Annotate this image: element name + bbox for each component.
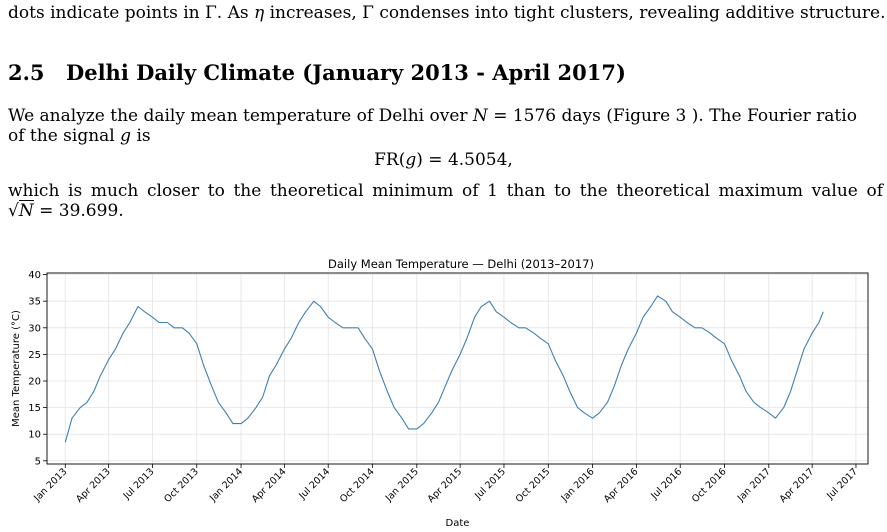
para1-n-eq: = 1576 days (Figure 3 ). The Fourier rat… [487,106,857,126]
y-tick-label: 15 [28,403,41,414]
y-axis: 5 10 15 20 25 30 35 40 [28,270,47,467]
x-tick-label: Jan 2016 [559,466,597,504]
x-tick-label: Apr 2014 [250,466,289,505]
para1-n-var: N [472,106,488,126]
x-tick-label: Jul 2016 [648,466,684,502]
section-number: 2.5 [8,60,45,85]
temperature-series-line [64,295,824,443]
para1-line2: of the signal g is [8,126,883,146]
para1-text-a: We analyze the daily mean temperature of… [8,106,473,126]
intro-text-c: condenses into tight clusters, revealing… [373,3,886,23]
sqrt-expression: √N [8,200,34,221]
x-tick-label: Jul 2014 [297,466,333,502]
para2-row1: which is much closer to the theoretical … [8,181,883,201]
plot-frame [46,272,869,465]
para1-text-b: of the signal [8,126,121,146]
y-tick-label: 25 [28,350,41,361]
paragraph-1: We analyze the daily mean temperature of… [8,106,883,146]
x-tick-label: Apr 2016 [602,466,641,505]
section-title: Delhi Daily Climate (January 2013 - Apri… [66,60,626,85]
y-tick-label: 30 [28,323,41,334]
x-tick-label: Jan 2017 [735,466,773,504]
x-tick-label: Jul 2013 [121,466,157,502]
x-tick-label: Apr 2015 [426,466,465,505]
fourier-ratio-equation: FR(g) = 4.5054, [0,150,887,170]
x-tick-label: Jul 2015 [472,466,508,502]
x-tick-label: Jan 2013 [31,466,69,504]
intro-text-b: increases, [264,3,363,23]
gamma-symbol: Γ [362,3,374,23]
grid-layer [47,273,868,464]
y-axis-label: Mean Temperature (°C) [11,310,22,427]
x-tick-label: Oct 2016 [690,466,729,505]
line-layer [64,295,824,443]
x-tick-label: Oct 2014 [338,466,377,505]
section-heading: 2.5 Delhi Daily Climate (January 2013 - A… [8,60,626,85]
eta-symbol: η [254,3,265,23]
y-tick-label: 35 [28,297,41,308]
y-tick-label: 20 [28,377,41,388]
paragraph-2: which is much closer to the theoretical … [8,181,883,221]
intro-line: dots indicate points in Γ. As η increase… [8,2,886,24]
sqrt-symbol: √ [8,201,19,221]
para1-g-var: g [120,126,132,146]
x-tick-label: Jul 2017 [824,466,860,502]
x-tick-label: Apr 2017 [778,466,817,505]
y-tick-label: 10 [28,430,41,441]
x-tick-label: Oct 2013 [162,466,201,505]
intro-text-a: dots indicate points in Γ. As [8,3,254,23]
eq-rhs: ) = 4.5054, [416,150,513,170]
x-axis-label: Date [446,518,470,529]
sqrt-radicand: N [18,200,34,221]
y-tick-label: 40 [28,270,41,281]
x-tick-label: Apr 2013 [74,466,113,505]
x-tick-label: Jan 2015 [383,466,421,504]
temperature-chart: Daily Mean Temperature — Delhi (2013–201… [11,257,869,529]
para1-text-c: is [131,126,151,146]
eq-var: g [405,150,417,170]
eq-lhs: FR( [374,150,406,170]
y-tick-label: 5 [35,456,41,467]
x-axis: Jan 2013 Apr 2013 Jul 2013 Oct 2013 Jan 2014… [31,464,860,505]
x-tick-label: Jan 2014 [207,466,245,504]
x-tick-label: Oct 2015 [514,466,553,505]
chart-title: Daily Mean Temperature — Delhi (2013–201… [328,257,594,271]
para2-row2-tail: = 39.699. [33,201,124,221]
